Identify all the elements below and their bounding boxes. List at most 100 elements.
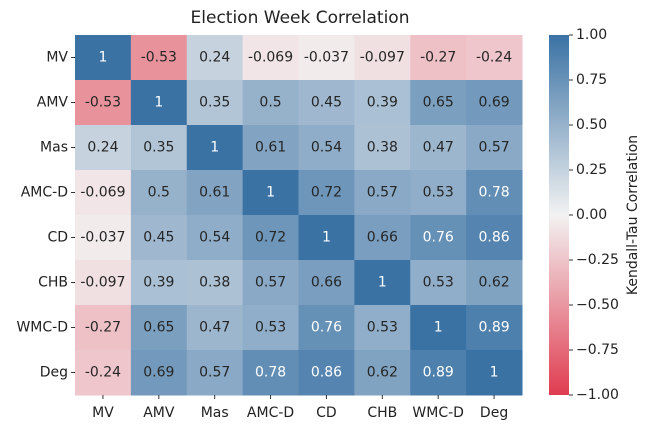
heatmap-cell bbox=[410, 80, 467, 126]
heatmap-cell bbox=[242, 350, 299, 396]
heatmap-cell bbox=[354, 35, 411, 81]
cell-label: 1 bbox=[434, 320, 443, 336]
cell-label: 0.38 bbox=[199, 275, 230, 291]
heatmap-cell bbox=[410, 215, 467, 261]
heatmap-cell bbox=[242, 125, 299, 171]
cell-label: 0.76 bbox=[423, 230, 454, 246]
colorbar-tick-label: 0.50 bbox=[576, 117, 607, 133]
colorbar-tick-label: −0.50 bbox=[576, 297, 619, 313]
heatmap-cell bbox=[466, 260, 523, 306]
heatmap-cell bbox=[466, 305, 523, 351]
heatmap-cell bbox=[354, 80, 411, 126]
heatmap-cell bbox=[242, 170, 299, 216]
cell-label: 0.72 bbox=[255, 230, 286, 246]
heatmap-cell bbox=[186, 80, 244, 126]
heatmap-cell bbox=[298, 305, 355, 351]
heatmap-cell bbox=[130, 170, 188, 216]
cell-label: 0.69 bbox=[143, 365, 174, 381]
cell-label: -0.097 bbox=[80, 275, 125, 291]
heatmap-cell bbox=[186, 215, 244, 261]
cell-label: -0.27 bbox=[85, 320, 121, 336]
cell-label: 0.69 bbox=[478, 95, 509, 111]
colorbar-tick-label: 0.25 bbox=[576, 162, 607, 178]
cell-label: 0.61 bbox=[199, 185, 230, 201]
cell-label: 0.35 bbox=[199, 95, 230, 111]
cell-label: 0.54 bbox=[311, 140, 342, 156]
heatmap-cell bbox=[130, 125, 188, 171]
x-tick-label: AMC-D bbox=[247, 405, 294, 421]
cell-label: 0.66 bbox=[311, 275, 342, 291]
cell-label: -0.037 bbox=[304, 50, 349, 66]
colorbar bbox=[549, 35, 569, 395]
cell-label: 0.39 bbox=[143, 275, 174, 291]
cell-label: -0.27 bbox=[420, 50, 456, 66]
heatmap-cell bbox=[186, 305, 244, 351]
heatmap-cell bbox=[466, 80, 523, 126]
colorbar-tick-label: −0.25 bbox=[576, 252, 619, 268]
y-tick-label: Deg bbox=[40, 365, 68, 381]
cell-label: 0.47 bbox=[423, 140, 454, 156]
x-tick-label: CHB bbox=[367, 405, 397, 421]
heatmap-cell bbox=[75, 80, 132, 126]
cell-label: 0.89 bbox=[423, 365, 454, 381]
heatmap-cell bbox=[298, 350, 355, 396]
cell-label: 0.5 bbox=[259, 95, 281, 111]
heatmap-cell bbox=[75, 35, 132, 81]
heatmap-cell bbox=[130, 215, 188, 261]
heatmap-cell bbox=[466, 125, 523, 171]
heatmap-cell bbox=[466, 350, 523, 396]
cell-label: 0.61 bbox=[255, 140, 286, 156]
chart-title: Election Week Correlation bbox=[191, 8, 410, 28]
cell-label: 0.65 bbox=[423, 95, 454, 111]
cell-label: 0.62 bbox=[367, 365, 398, 381]
cell-label: 0.72 bbox=[311, 185, 342, 201]
cell-label: 0.53 bbox=[367, 320, 398, 336]
heatmap-cell bbox=[242, 260, 299, 306]
heatmap-cell bbox=[410, 170, 467, 216]
heatmap-cell bbox=[130, 35, 188, 81]
cell-label: 0.78 bbox=[478, 185, 509, 201]
cell-label: 0.86 bbox=[478, 230, 509, 246]
cell-label: 0.54 bbox=[199, 230, 230, 246]
heatmap-cell bbox=[75, 170, 132, 216]
colorbar-label: Kendall-Tau Correlation bbox=[625, 135, 641, 295]
cell-label: 0.53 bbox=[255, 320, 286, 336]
heatmap-cell bbox=[410, 305, 467, 351]
heatmap-cell bbox=[298, 170, 355, 216]
cell-label: 1 bbox=[98, 50, 107, 66]
heatmap-cell bbox=[75, 215, 132, 261]
cell-label: 0.45 bbox=[143, 230, 174, 246]
y-tick-label: AMV bbox=[37, 95, 69, 111]
heatmap-cell bbox=[242, 80, 299, 126]
y-tick-label: Mas bbox=[40, 140, 68, 156]
heatmap-cell bbox=[75, 260, 132, 306]
heatmap-cell bbox=[75, 350, 132, 396]
cell-label: 0.38 bbox=[367, 140, 398, 156]
x-tick-label: WMC-D bbox=[412, 405, 464, 421]
cell-label: 0.89 bbox=[478, 320, 509, 336]
heatmap-cell bbox=[354, 170, 411, 216]
cell-label: 0.66 bbox=[367, 230, 398, 246]
x-tick-label: AMV bbox=[143, 405, 175, 421]
heatmap-cell bbox=[130, 260, 188, 306]
heatmap-cell bbox=[298, 260, 355, 306]
cell-label: 0.47 bbox=[199, 320, 230, 336]
heatmap-cell bbox=[186, 125, 244, 171]
y-tick-label: MV bbox=[46, 50, 68, 66]
heatmap-cell bbox=[75, 125, 132, 171]
cell-label: 0.39 bbox=[367, 95, 398, 111]
cell-label: 0.57 bbox=[478, 140, 509, 156]
colorbar-tick-label: −1.00 bbox=[576, 387, 619, 403]
cell-label: 0.62 bbox=[478, 275, 509, 291]
heatmap-cell bbox=[242, 215, 299, 261]
cell-label: 0.78 bbox=[255, 365, 286, 381]
cell-label: 1 bbox=[322, 230, 331, 246]
cell-label: -0.097 bbox=[360, 50, 405, 66]
cell-label: -0.069 bbox=[80, 185, 125, 201]
x-tick-label: Mas bbox=[201, 405, 229, 421]
cell-label: 0.45 bbox=[311, 95, 342, 111]
x-tick-label: Deg bbox=[480, 405, 508, 421]
heatmap-cell bbox=[354, 350, 411, 396]
y-tick-label: AMC-D bbox=[21, 185, 68, 201]
